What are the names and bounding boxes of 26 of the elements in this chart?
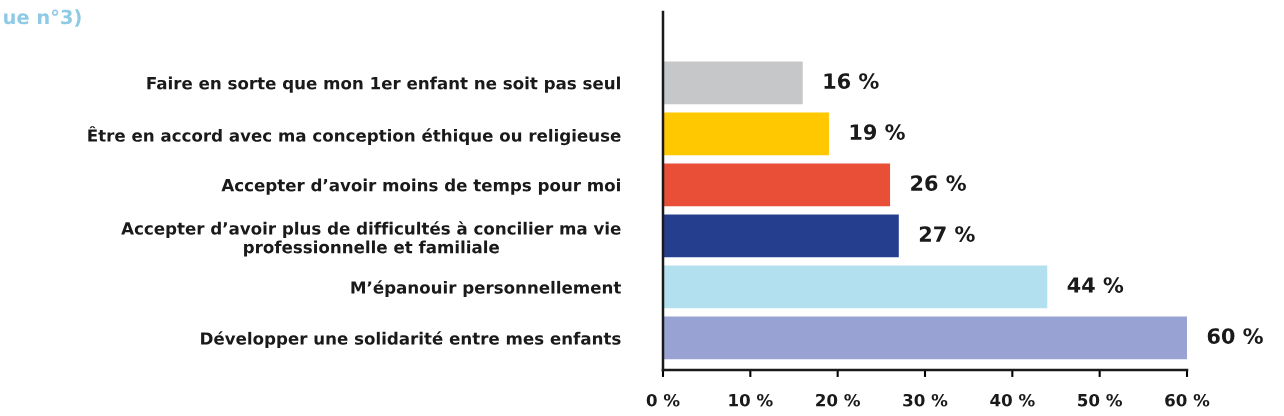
y-tick-label: Accepter d’avoir moins de temps pour moi (221, 178, 620, 195)
data-label: 26 % (911, 175, 966, 191)
x-tick-label: 0 % (646, 393, 680, 407)
bar (663, 316, 1187, 360)
x-tick-label: 60 % (1165, 393, 1210, 407)
y-tick-label: Être en accord avec ma conception éthique ou religieuse (88, 126, 621, 146)
x-tick-label: 40 % (990, 393, 1035, 407)
x-tick-label: 10 % (729, 393, 773, 407)
y-tick-label: M’épanouir personnellement (351, 280, 621, 298)
bar (663, 265, 1048, 309)
x-tick-label: 20 % (816, 393, 860, 407)
text: ue n°3) (4, 9, 81, 27)
x-tick-label: 30 % (903, 393, 948, 407)
bar (663, 112, 829, 156)
data-label: 27 % (919, 226, 975, 242)
bar (663, 214, 899, 258)
bar (663, 163, 891, 207)
data-label: 16 % (824, 73, 879, 89)
bar (663, 61, 803, 105)
data-label: 60 % (1207, 328, 1263, 344)
y-tick-label: Accepter d’avoir plus de difficultés à concilier ma vie professionnelle et familiale (121, 221, 621, 257)
y-tick-label: Faire en sorte que mon 1er enfant ne soit pas seul (147, 76, 620, 93)
data-label: 19 % (850, 124, 905, 140)
y-tick-label: Développer une solidarité entre mes enfants (201, 331, 621, 348)
data-label: 44 % (1067, 277, 1124, 293)
x-tick-label: 50 % (1078, 393, 1122, 407)
